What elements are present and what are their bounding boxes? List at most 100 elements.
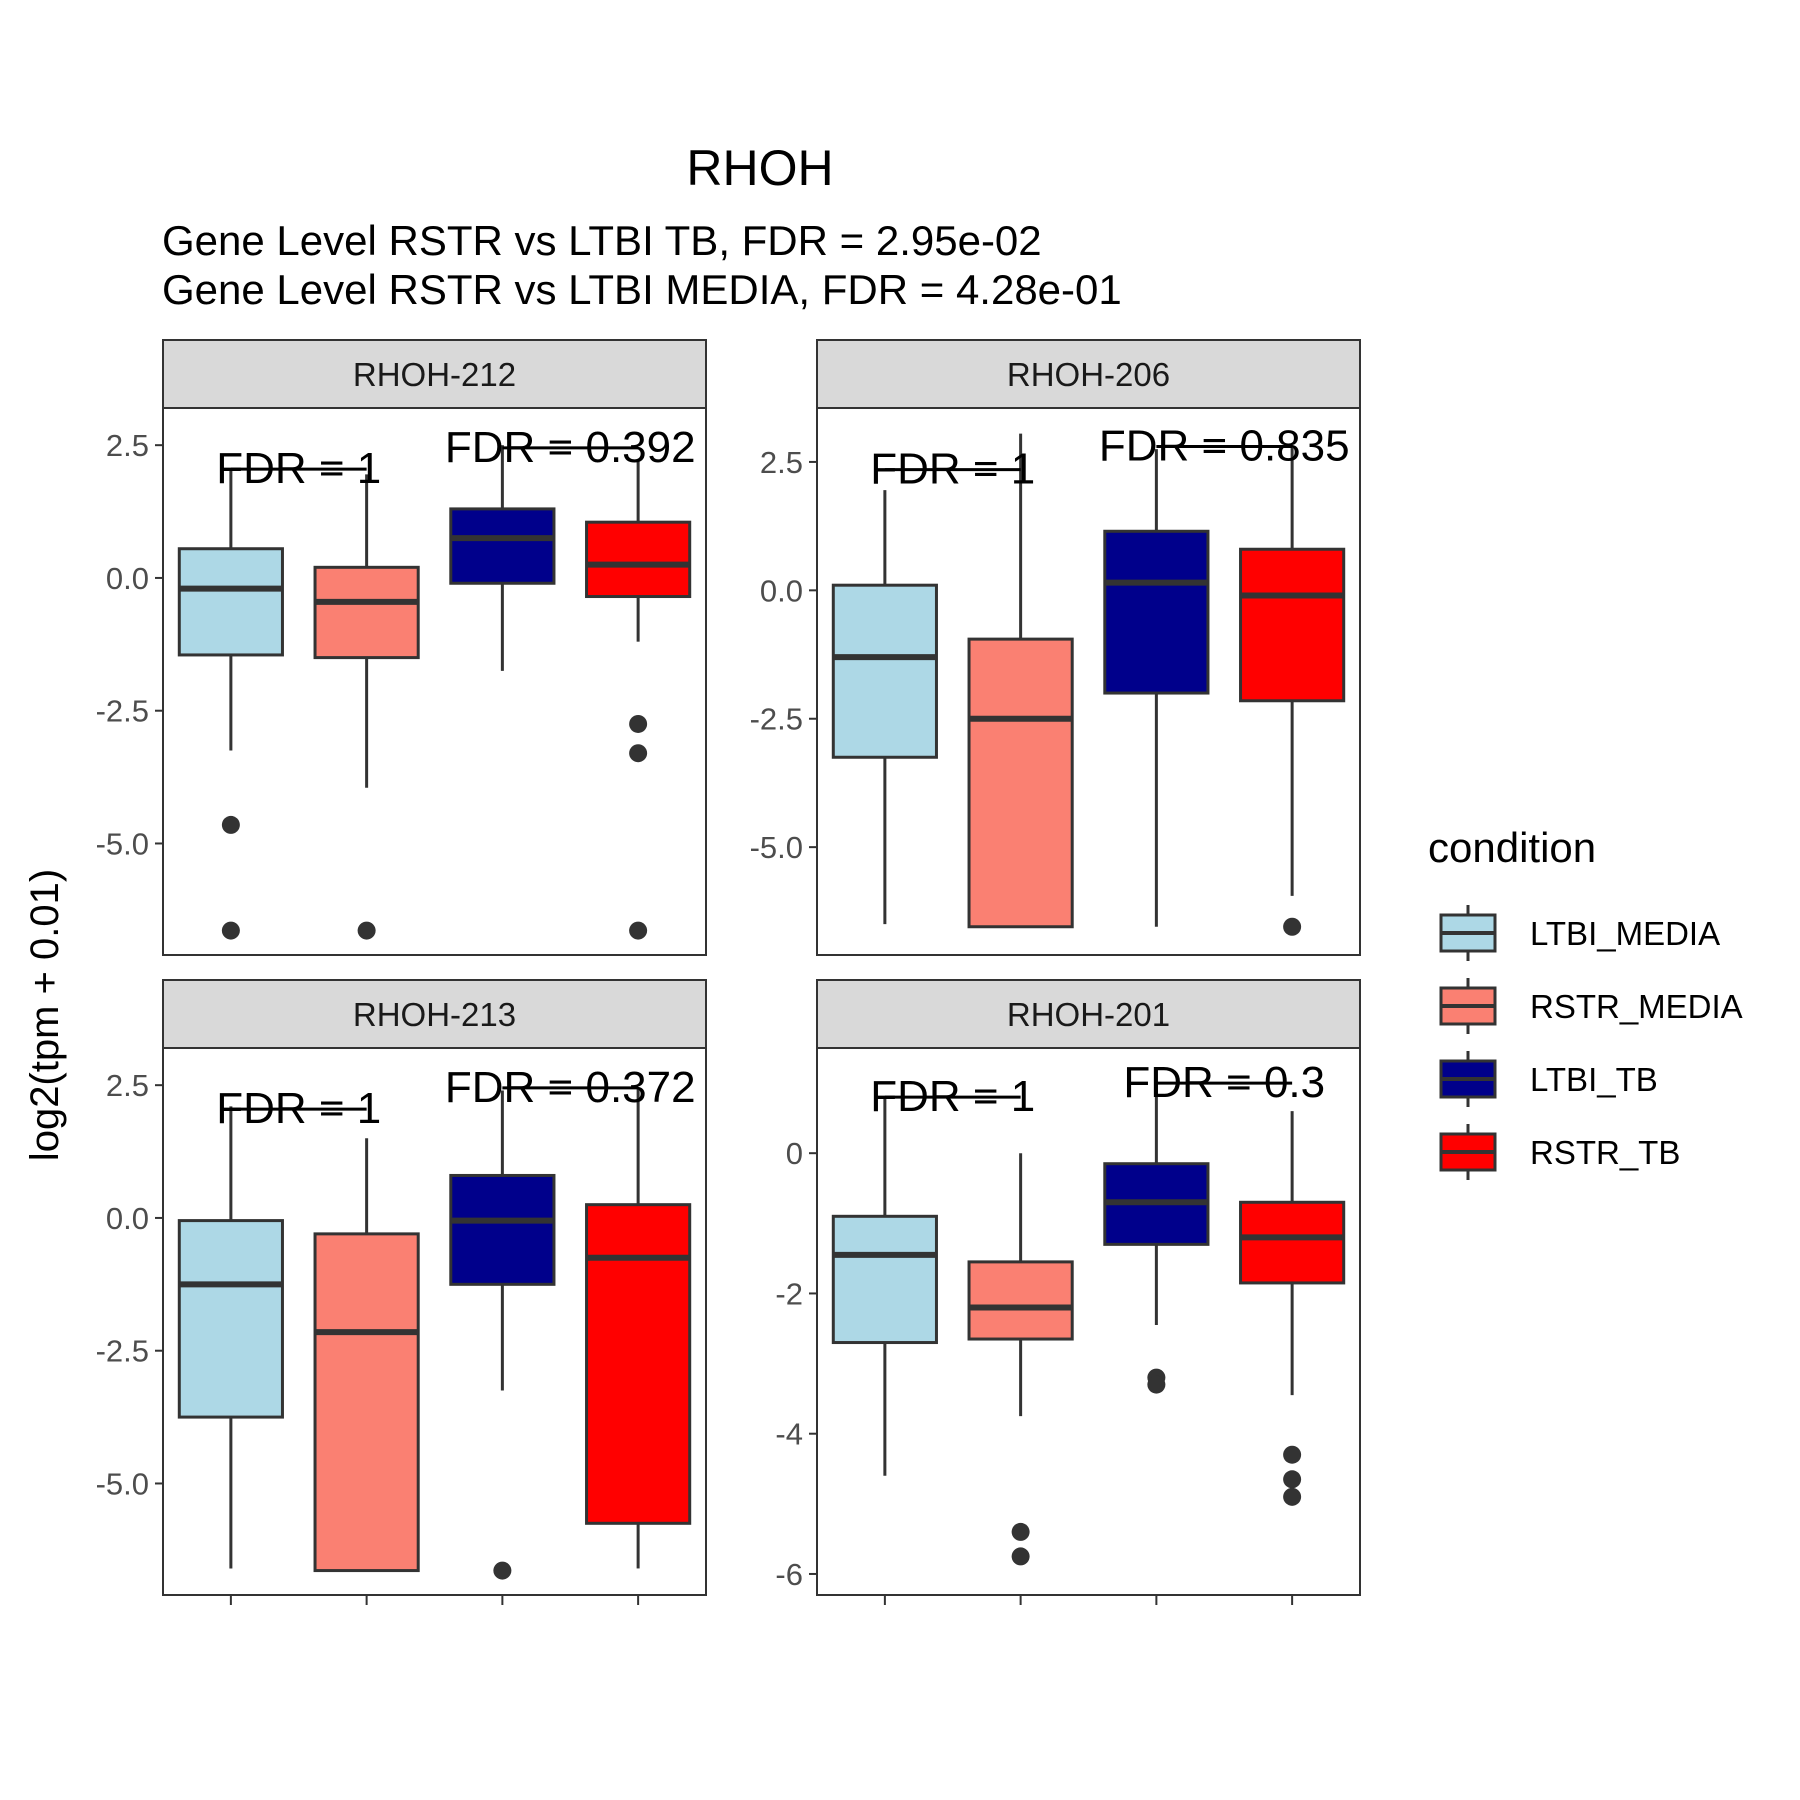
significance-annotation: FDR = 0.392 — [445, 423, 696, 472]
box-ltbi-tb — [1103, 449, 1210, 927]
box-body — [177, 1219, 284, 1419]
facet-panels: RHOH-212 2.5 0.0 -2.5 -5.0 FDR = 1 FDR = 0.392… — [96, 339, 1361, 1605]
y-tick-label: -2 — [775, 1276, 803, 1311]
box-body — [449, 507, 556, 585]
box-rstr-tb — [1239, 1111, 1346, 1506]
chart-subtitle-line-1: Gene Level RSTR vs LTBI TB, FDR = 2.95e-… — [162, 217, 1042, 264]
legend-item-ltbi-media: LTBI_MEDIA — [1439, 905, 1720, 961]
facet-strip-label: RHOH-201 — [1007, 996, 1170, 1033]
facet-strip-label: RHOH-212 — [353, 356, 516, 393]
box-ltbi-media — [177, 469, 284, 940]
outlier-point — [1011, 1547, 1030, 1566]
legend-item-ltbi-tb: LTBI_TB — [1439, 1051, 1658, 1107]
fdr-label: FDR = 1 — [216, 444, 381, 493]
significance-annotation: FDR = 1 — [870, 1072, 1035, 1121]
y-tick-label: 0.0 — [106, 1201, 149, 1236]
legend: condition LTBI_MEDIA RSTR_MEDIA LTBI_TB RST… — [1428, 824, 1743, 1180]
y-tick-label: 2.5 — [106, 428, 149, 463]
y-tick-label: 0.0 — [106, 561, 149, 596]
box-body — [1103, 529, 1210, 695]
y-tick-label: -2.5 — [96, 1334, 149, 1369]
box-rstr-tb — [1239, 446, 1346, 936]
box-body — [1239, 1200, 1346, 1285]
outlier-point — [1283, 1445, 1302, 1464]
facet-panel-rhoh-206: RHOH-206 2.5 0.0 -2.5 -5.0 FDR = 1 FDR = 0.835 — [750, 339, 1361, 956]
y-tick-label: 2.5 — [760, 445, 803, 480]
facet-strip — [162, 339, 707, 409]
fdr-label: FDR = 0.372 — [445, 1063, 696, 1112]
outlier-point — [357, 921, 376, 940]
significance-annotation: FDR = 0.372 — [445, 1063, 696, 1112]
facet-strip — [816, 339, 1361, 409]
panel-border — [816, 407, 1361, 956]
box-ltbi-tb — [449, 1090, 556, 1580]
outlier-point — [493, 1561, 512, 1580]
legend-item-label: RSTR_MEDIA — [1530, 988, 1743, 1025]
panel-border — [162, 407, 707, 956]
box-rstr-media — [967, 1153, 1074, 1566]
outlier-point — [1283, 917, 1302, 936]
significance-annotation: FDR = 1 — [216, 1084, 381, 1133]
y-axis-label: log2(tpm + 0.01) — [23, 869, 67, 1161]
y-tick-label: -2.5 — [750, 702, 803, 737]
y-tick-label: -5.0 — [96, 826, 149, 861]
panel-background — [163, 408, 706, 955]
box-rstr-media — [967, 433, 1074, 929]
outlier-point — [629, 714, 648, 733]
box-body — [831, 583, 938, 759]
fdr-label: FDR = 1 — [216, 1084, 381, 1133]
legend-item-label: LTBI_TB — [1530, 1061, 1658, 1098]
outlier-point — [1283, 1487, 1302, 1506]
fdr-label: FDR = 0.3 — [1123, 1058, 1325, 1107]
y-tick-label: 0 — [786, 1136, 803, 1171]
box-ltbi-media — [831, 490, 938, 925]
box-body — [967, 637, 1074, 929]
box-rstr-media — [313, 1138, 420, 1573]
y-tick-label: -5.0 — [96, 1466, 149, 1501]
significance-annotation: FDR = 1 — [216, 444, 381, 493]
outlier-point — [221, 921, 240, 940]
facet-panel-rhoh-212: RHOH-212 2.5 0.0 -2.5 -5.0 FDR = 1 FDR = 0.392 — [96, 339, 707, 956]
panel-border — [816, 1047, 1361, 1596]
y-tick-label: -2.5 — [96, 694, 149, 729]
box-body — [585, 520, 692, 599]
box-ltbi-tb — [1103, 1083, 1210, 1394]
fdr-label: FDR = 0.392 — [445, 423, 696, 472]
panel-border — [162, 1047, 707, 1596]
box-body — [449, 1173, 556, 1286]
y-tick-label: 2.5 — [106, 1068, 149, 1103]
fdr-label: FDR = 0.835 — [1099, 422, 1350, 471]
outlier-point — [629, 921, 648, 940]
facet-strip-label: RHOH-206 — [1007, 356, 1170, 393]
box-ltbi-tb — [449, 445, 556, 671]
box-rstr-media — [313, 474, 420, 940]
box-body — [1239, 547, 1346, 703]
legend-item-rstr-tb: RSTR_TB — [1439, 1124, 1680, 1180]
box-body — [831, 1214, 938, 1345]
outlier-point — [629, 744, 648, 763]
box-body — [177, 547, 284, 657]
legend-item-label: LTBI_MEDIA — [1530, 915, 1720, 952]
outlier-point — [1011, 1522, 1030, 1541]
significance-annotation: FDR = 1 — [870, 445, 1035, 494]
chart-title: RHOH — [686, 140, 833, 196]
significance-annotation: FDR = 0.3 — [1123, 1058, 1325, 1107]
outlier-point — [221, 815, 240, 834]
facet-panel-rhoh-213: RHOH-213 2.5 0.0 -2.5 -5.0 FDR = 1 FDR = 0.372 — [96, 979, 707, 1605]
y-tick-label: 0.0 — [760, 573, 803, 608]
box-ltbi-media — [831, 1097, 938, 1476]
legend-title: condition — [1428, 824, 1596, 871]
box-body — [313, 1232, 420, 1573]
facet-panel-rhoh-201: RHOH-201 0 -2 -4 -6 FDR = 1 FDR = 0.3 — [775, 979, 1361, 1605]
legend-item-rstr-media: RSTR_MEDIA — [1439, 978, 1743, 1034]
box-body — [967, 1260, 1074, 1341]
box-ltbi-media — [177, 1106, 284, 1569]
outlier-point — [1283, 1470, 1302, 1489]
box-body — [313, 565, 420, 660]
y-tick-label: -6 — [775, 1557, 803, 1592]
significance-annotation: FDR = 0.835 — [1099, 422, 1350, 471]
facet-strip-label: RHOH-213 — [353, 996, 516, 1033]
chart-subtitle-line-2: Gene Level RSTR vs LTBI MEDIA, FDR = 4.2… — [162, 266, 1122, 313]
legend-item-label: RSTR_TB — [1530, 1134, 1680, 1171]
